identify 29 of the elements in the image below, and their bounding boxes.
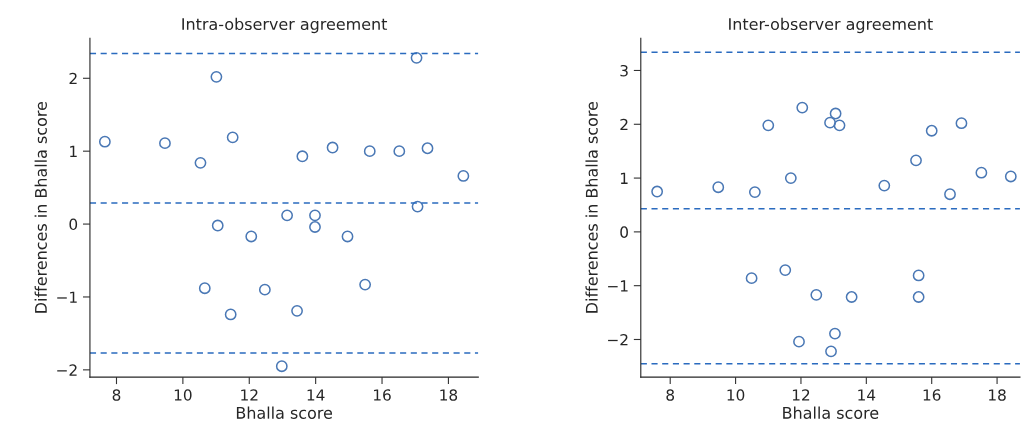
- x-tick-label: 12: [241, 389, 258, 401]
- x-tick-label: 8: [666, 389, 675, 401]
- x-tick-label: 14: [858, 389, 876, 401]
- y-tick-label: 3: [620, 64, 628, 77]
- x-tick-label: 12: [792, 389, 810, 401]
- y-tick-label: 1: [620, 172, 628, 184]
- x-axis-title: Bhalla score: [236, 406, 333, 419]
- y-tick-label: 2: [69, 72, 77, 85]
- y-tick-label: 0: [69, 218, 78, 231]
- x-tick-label: 16: [373, 389, 391, 401]
- chart-title: Inter-observer agreement: [729, 17, 933, 34]
- x-tick-label: 16: [923, 389, 941, 401]
- chart-title: Intra-observer agreement: [182, 17, 388, 34]
- x-tick-label: 10: [174, 389, 192, 401]
- y-tick-label: −1: [608, 280, 628, 292]
- y-axis-title: Differences in Bhalla score: [34, 101, 47, 313]
- y-tick-label: −2: [57, 364, 77, 376]
- x-tick-label: 18: [440, 389, 458, 401]
- y-tick-label: 2: [620, 118, 628, 131]
- x-tick-label: 10: [727, 389, 745, 401]
- x-axis-title: Bhalla score: [783, 406, 879, 419]
- y-tick-label: −1: [57, 291, 77, 303]
- x-tick-label: 8: [112, 389, 121, 401]
- x-tick-label: 18: [989, 389, 1006, 401]
- y-tick-label: −2: [608, 333, 628, 346]
- y-tick-label: 0: [620, 226, 628, 238]
- x-tick-label: 14: [307, 389, 325, 401]
- y-tick-label: 1: [70, 145, 77, 157]
- y-axis-title: Differences in Bhalla score: [585, 101, 598, 313]
